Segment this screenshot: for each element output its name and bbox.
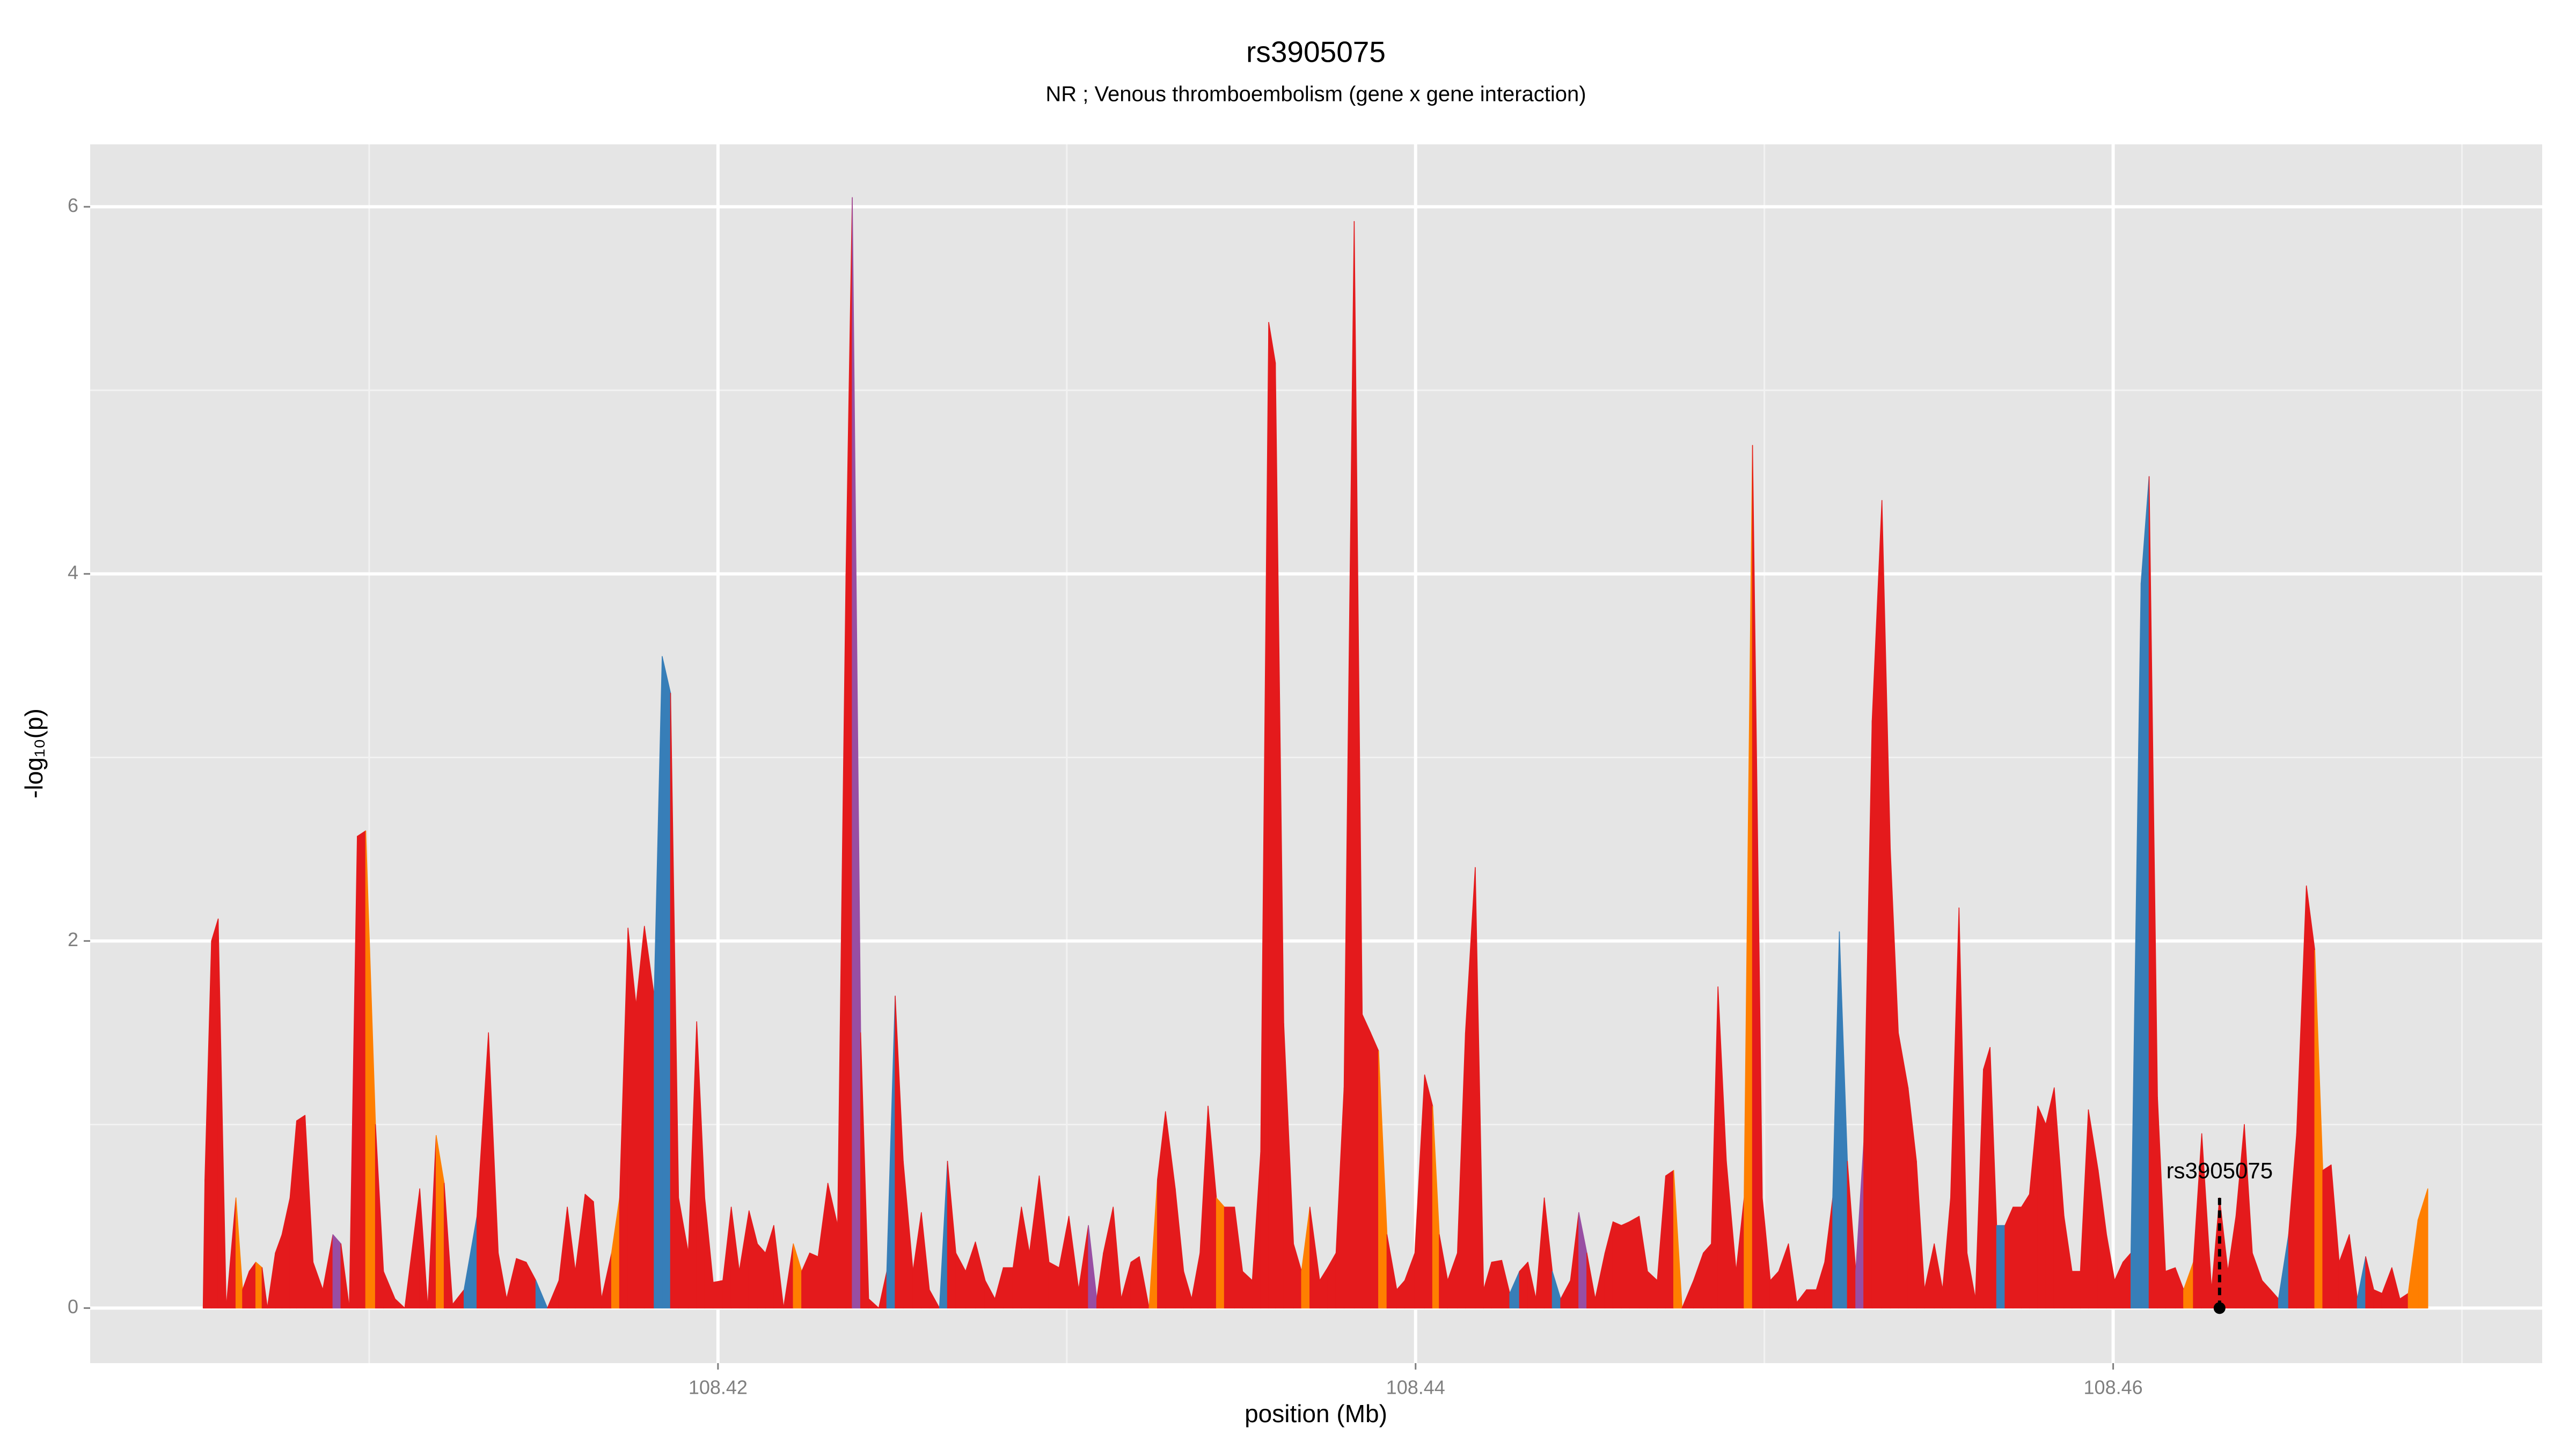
- area-segment: [1806, 1289, 1817, 1309]
- area-segment: [2306, 885, 2315, 1309]
- area-segment: [217, 918, 227, 1309]
- y-tick-label: 2: [68, 928, 78, 950]
- x-tick-label: 108.46: [2084, 1377, 2143, 1399]
- area-segment: [211, 918, 219, 1309]
- area-segment: [1139, 1256, 1150, 1309]
- area-segment: [1996, 1225, 2006, 1309]
- area-segment: [1612, 1221, 1622, 1309]
- area-segment: [1673, 1170, 1683, 1309]
- area-segment: [1703, 1243, 1712, 1309]
- area-segment: [2322, 1164, 2332, 1309]
- y-tick-label: 4: [68, 561, 78, 583]
- area-segment: [340, 1243, 350, 1309]
- area-segment: [2012, 1206, 2022, 1309]
- area-segment: [1370, 1032, 1379, 1309]
- area-segment: [2123, 1253, 2132, 1309]
- area-segment: [1491, 1260, 1503, 1309]
- area-segment: [1002, 1267, 1014, 1309]
- area-segment: [516, 1258, 527, 1309]
- area-segment: [773, 1225, 784, 1309]
- area-segment: [1130, 1256, 1140, 1309]
- y-tick-label: 0: [68, 1296, 78, 1318]
- area-segment: [757, 1243, 766, 1309]
- area-segment: [1665, 1170, 1674, 1309]
- area-segment: [332, 1234, 342, 1309]
- area-segment: [2004, 1206, 2014, 1309]
- area-segment: [1362, 1014, 1371, 1309]
- y-axis-title: -log₁₀(p): [20, 708, 48, 799]
- area-segment: [394, 1298, 405, 1309]
- area-segment: [419, 1188, 428, 1309]
- area-segment: [1983, 1046, 1990, 1309]
- area-segment: [584, 1194, 594, 1309]
- area-segment: [255, 1262, 263, 1309]
- area-segment: [2072, 1271, 2081, 1309]
- chart-subtitle: NR ; Venous thromboembolism (gene x gene…: [1045, 83, 1586, 106]
- area-segment: [1224, 1206, 1235, 1309]
- area-segment: [2373, 1289, 2383, 1309]
- x-axis-title: position (Mb): [1245, 1400, 1387, 1428]
- area-segment: [1424, 1074, 1433, 1309]
- area-segment: [2140, 476, 2150, 1309]
- area-segment: [2045, 1087, 2055, 1309]
- area-segment: [1048, 1262, 1060, 1309]
- area-segment: [2021, 1194, 2030, 1309]
- y-tick-label: 6: [68, 194, 78, 216]
- highlight-point: [2213, 1302, 2226, 1314]
- x-tick-label: 108.42: [689, 1377, 748, 1399]
- area-segment: [2165, 1267, 2176, 1309]
- area-segment: [1621, 1221, 1630, 1309]
- chart-title: rs3905075: [1246, 35, 1386, 69]
- area-segment: [713, 1280, 723, 1309]
- area-segment: [662, 656, 671, 1309]
- area-segment: [809, 1253, 819, 1309]
- area-segment: [868, 1298, 880, 1309]
- area-segment: [357, 830, 367, 1309]
- area-segment: [261, 1267, 268, 1309]
- highlight-label: rs3905075: [2167, 1158, 2273, 1183]
- area-segment: [1268, 322, 1276, 1309]
- area-segment: [296, 1115, 306, 1309]
- area-segment: [2037, 1106, 2046, 1309]
- area-segment: [535, 1280, 548, 1309]
- area-segment: [2417, 1188, 2428, 1309]
- x-tick-label: 108.44: [1386, 1377, 1445, 1399]
- area-segment: [1216, 1197, 1225, 1309]
- area-segment: [643, 926, 655, 1309]
- area-segment: [1629, 1216, 1640, 1309]
- area-segment: [928, 1289, 940, 1309]
